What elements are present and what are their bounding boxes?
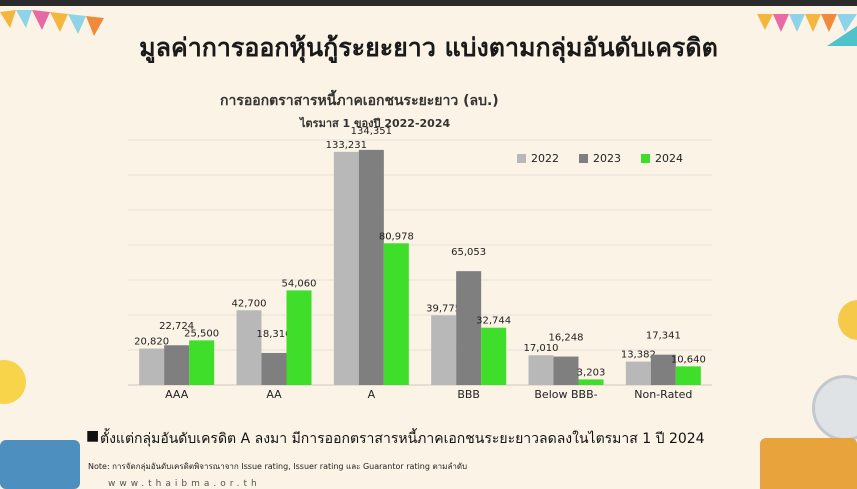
data-label: 133,231 xyxy=(326,140,367,151)
bar-2023 xyxy=(456,271,482,385)
bar-2022 xyxy=(625,361,651,385)
data-label: 10,640 xyxy=(671,354,706,365)
category-label: Non-Rated xyxy=(634,388,692,401)
category-label: AAA xyxy=(165,388,189,401)
footnote-bullet: ■ xyxy=(86,428,100,444)
bar-2023 xyxy=(261,352,287,385)
bar-2023 xyxy=(650,354,676,385)
data-label: 20,820 xyxy=(134,337,169,348)
data-label: 22,724 xyxy=(159,321,194,332)
data-label: 13,382 xyxy=(621,350,656,361)
bar-2022 xyxy=(139,348,165,385)
source-note: Note: การจัดกลุ่มอันดับเครดิตพิจารณาจาก … xyxy=(88,462,468,471)
bar-2023 xyxy=(164,345,190,385)
data-label: 3,203 xyxy=(577,367,606,378)
website-url: www.thaibma.or.th xyxy=(108,479,261,489)
flower-right-decoration xyxy=(838,300,857,340)
page-title: มูลค่าการออกหุ้นกู้ระยะยาว แบ่งตามกลุ่มอ… xyxy=(139,33,718,62)
bar-2022 xyxy=(431,315,457,385)
legend-swatch-2023 xyxy=(579,154,588,163)
data-label: 17,010 xyxy=(524,343,559,354)
bar-2023 xyxy=(358,149,384,385)
data-label: 39,775 xyxy=(426,303,461,314)
data-label: 17,341 xyxy=(646,331,681,342)
top-bar xyxy=(0,0,857,6)
bar-2024 xyxy=(481,327,507,385)
bar-2023 xyxy=(553,356,579,385)
bar-2022 xyxy=(528,355,554,385)
category-label: Below BBB- xyxy=(534,388,597,401)
chart-title: การออกตราสารหนี้ภาคเอกชนระยะยาว (ลบ.) xyxy=(220,93,499,109)
category-label: AA xyxy=(266,388,282,401)
legend-label: 2024 xyxy=(655,152,683,165)
data-label: 16,248 xyxy=(549,333,584,344)
legend-swatch-2024 xyxy=(641,154,650,163)
bar-2022 xyxy=(333,151,359,385)
bunting-left-decoration xyxy=(0,10,104,36)
data-label: 18,310 xyxy=(257,329,292,340)
category-label: A xyxy=(368,388,376,401)
bar-2022 xyxy=(236,310,262,385)
data-label: 134,351 xyxy=(351,126,392,137)
tuk-tuk-decoration xyxy=(0,440,80,489)
data-label: 80,978 xyxy=(379,231,414,242)
category-label: BBB xyxy=(457,388,480,401)
bar-2024 xyxy=(286,290,312,385)
legend-label: 2023 xyxy=(593,152,621,165)
bar-2024 xyxy=(675,366,701,385)
bunting-right-decoration xyxy=(757,14,857,46)
data-label: 25,500 xyxy=(184,328,219,339)
data-label: 32,744 xyxy=(476,316,511,327)
data-label: 42,700 xyxy=(232,298,267,309)
chart-subtitle: ไตรมาส 1 ของปี 2022-2024 xyxy=(300,117,451,130)
legend-label: 2022 xyxy=(531,152,559,165)
data-label: 54,060 xyxy=(282,278,317,289)
bar-2024 xyxy=(578,379,604,385)
bar-2024 xyxy=(383,243,409,385)
footnote: ตั้งแต่กลุ่มอันดับเครดิต A ลงมา มีการออก… xyxy=(100,431,705,447)
legend-swatch-2022 xyxy=(517,154,526,163)
bar-2024 xyxy=(189,340,215,385)
data-label: 65,053 xyxy=(451,247,486,258)
temple-decoration xyxy=(760,438,857,489)
